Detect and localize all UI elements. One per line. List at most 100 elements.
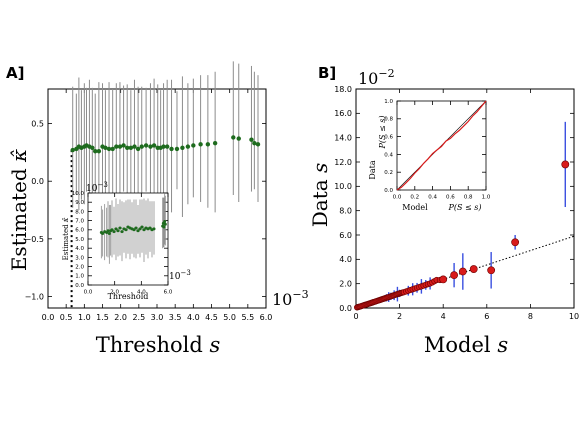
panel-b-inset-y-tick-label: 0.0 xyxy=(384,188,393,194)
panel-a-x-tick-label: 4.5 xyxy=(205,313,218,322)
panel-a-point xyxy=(70,147,75,153)
panel-b-x-tick-label: 0 xyxy=(353,312,358,321)
panel-a-inset-point xyxy=(148,226,152,230)
panel-a-axis-ticks: 0.0 0.5 1.0 1.5 2.0 2.5 3.0 3.5 4.0 4.5 5.0 5.5 6.0 −… xyxy=(25,89,273,322)
panel-b-y-tick-label: 6.0 xyxy=(339,231,352,240)
panel-b-inset-y-tick-label: 0.4 xyxy=(384,152,393,158)
panel-a-point xyxy=(135,146,141,152)
panel-a-x-tick-label: 5.5 xyxy=(241,313,254,322)
panel-a-ylabel: Estimated κ̂ xyxy=(7,149,31,271)
panel-b-inset-x-tick-label: 0.4 xyxy=(428,195,437,201)
panel-a-inset-point xyxy=(163,220,167,224)
panel-a-inset-y-tick-label: 6.0 xyxy=(75,228,84,234)
panel-b-inset-y-tick-label: 1.0 xyxy=(384,99,393,105)
panel-a-point xyxy=(236,136,241,141)
panel-a-y-tick-label: −0.5 xyxy=(25,235,44,244)
panel-a-inset-y-tick-label: 10.0 xyxy=(72,191,85,197)
panel-b: B] 10−2 0 2 4 6 8 10 0.0 2.0 4.0 6.0 8.0 10.0 12.0 14… xyxy=(308,64,579,357)
panel-a-point xyxy=(125,145,130,150)
panel-b-inset-ylabel-bottom: Data xyxy=(368,160,377,179)
panel-a-xlabel: Threshold s xyxy=(96,333,221,357)
panel-b-point xyxy=(469,265,478,273)
panel-a-inset-point xyxy=(136,229,140,233)
panel-b-inset-ticks: 0.0 0.2 0.4 0.6 0.8 1.0 0.0 0.2 0.4 0.6 0.8 1.0 xyxy=(384,99,491,201)
panel-a-x-tick-label: 1.5 xyxy=(96,313,109,322)
panel-a-inset-x-tick-label: 6.0 xyxy=(164,290,173,296)
panel-a-inset-point xyxy=(163,222,167,226)
panel-a-inset-y-tick-label: 7.0 xyxy=(75,219,84,225)
panel-a-inset-point xyxy=(101,231,105,235)
panel-a-point xyxy=(151,143,157,148)
panel-a-inset-point xyxy=(106,229,110,233)
panel-b-inset-xlabel-left: Model xyxy=(402,203,428,212)
panel-a-x-tick-label: 2.5 xyxy=(132,313,145,322)
panel-b-inset-data xyxy=(396,100,487,191)
panel-b-y-tick-label: 4.0 xyxy=(339,255,352,264)
panel-a-point xyxy=(128,145,134,150)
panel-a-point xyxy=(90,145,95,150)
panel-a: A] 0.0 0.5 1.0 1.5 2.0 2.5 3.0 3.5 4.0 4.5 5.0 5.5 6… xyxy=(6,61,309,357)
panel-a-inset-point xyxy=(138,227,142,231)
panel-a-inset-x-tick-label: 0.0 xyxy=(84,290,93,296)
panel-a-point xyxy=(110,146,115,152)
panel-b-inset-y-tick-label: 0.6 xyxy=(384,135,393,141)
panel-b-y-tick-label: 14.0 xyxy=(334,133,352,142)
panel-a-data xyxy=(70,61,261,308)
panel-a-inset-x-multiplier: 10−3 xyxy=(169,269,191,282)
panel-a-inset-xlabel: Threshold xyxy=(108,292,149,301)
panel-b-x-tick-label: 2 xyxy=(397,312,402,321)
panel-a-inset-y-tick-label: 2.0 xyxy=(75,265,84,271)
panel-a-x-multiplier: 10−3 xyxy=(272,288,309,309)
panel-b-x-tick-label: 6 xyxy=(484,312,489,321)
panel-a-point xyxy=(249,137,254,142)
panel-a-inset-point xyxy=(107,231,111,235)
panel-a-inset-x-tick-label: 2.0 xyxy=(110,290,119,296)
panel-b-y-tick-label: 0.0 xyxy=(339,304,352,313)
panel-b-label: B] xyxy=(318,64,336,82)
panel-a-inset-data xyxy=(99,193,167,264)
panel-a-x-tick-label: 2.0 xyxy=(114,313,127,322)
panel-a-inset-point xyxy=(162,225,166,229)
panel-a-inset-y-tick-label: 4.0 xyxy=(75,246,84,252)
panel-b-inset-x-tick-label: 0.8 xyxy=(464,195,473,201)
panel-a-x-tick-label: 1.0 xyxy=(78,313,91,322)
panel-a-point xyxy=(212,140,218,146)
panel-a-inset-ticks: 0.0 2.0 4.0 6.0 0.0 1.0 2.0 3.0 4.0 5.0 6.0 7.0 8.0 9… xyxy=(72,191,173,296)
panel-a-point xyxy=(96,149,102,154)
panel-a-inset-point xyxy=(140,225,144,229)
panel-a-x-tick-label: 3.5 xyxy=(169,313,182,322)
panel-b-inset-series-line xyxy=(396,100,487,191)
panel-b-y-tick-label: 8.0 xyxy=(339,206,352,215)
panel-a-point xyxy=(114,144,119,149)
panel-a-inset-point xyxy=(142,228,146,232)
panel-a-point xyxy=(148,144,153,149)
panel-a-point xyxy=(106,146,112,152)
panel-b-x-tick-label: 4 xyxy=(441,312,446,321)
panel-a-point xyxy=(143,143,149,148)
panel-a-x-tick-label: 0.5 xyxy=(60,313,73,322)
panel-a-point xyxy=(132,144,137,149)
panel-a-x-tick-label: 3.0 xyxy=(151,313,164,322)
panel-a-y-tick-label: 0.0 xyxy=(31,177,44,186)
panel-a-inset-point xyxy=(124,228,128,232)
panel-b-inset-x-tick-label: 0.0 xyxy=(393,195,402,201)
panel-b-xlabel: Model s xyxy=(424,333,508,357)
panel-a-point xyxy=(191,143,196,148)
panel-a-inset-point xyxy=(134,226,138,230)
panel-a-inset-x-tick-label: 4.0 xyxy=(137,290,146,296)
panel-b-inset-y-tick-label: 0.8 xyxy=(384,117,393,123)
panel-a-inset-point xyxy=(120,230,124,234)
panel-b-point xyxy=(561,160,570,169)
panel-a-y-tick-label: 0.5 xyxy=(31,120,44,129)
panel-b-inset-y-tick-label: 0.2 xyxy=(384,170,393,176)
panel-a-point xyxy=(198,142,203,147)
panel-a-inset-point xyxy=(118,226,122,230)
panel-a-point xyxy=(169,146,174,152)
panel-a-inset-y-multiplier: 10−3 xyxy=(86,181,108,194)
panel-b-inset: 0.0 0.2 0.4 0.6 0.8 1.0 0.0 0.2 0.4 0.6 0.8 1.0 Mod… xyxy=(368,99,491,212)
panel-b-point xyxy=(458,267,467,276)
panel-a-x-tick-label: 6.0 xyxy=(260,313,273,322)
panel-b-x-tick-label: 8 xyxy=(528,312,533,321)
panel-a-point xyxy=(161,144,166,149)
